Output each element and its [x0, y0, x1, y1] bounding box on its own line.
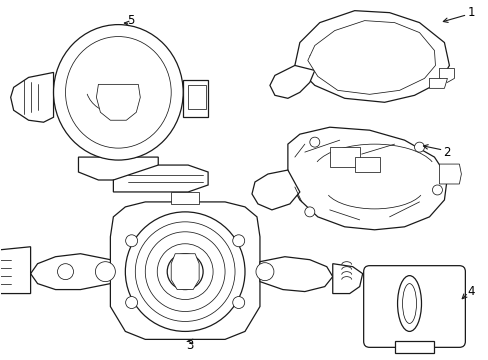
Polygon shape [287, 127, 447, 230]
FancyBboxPatch shape [363, 266, 465, 347]
Text: 5: 5 [126, 14, 134, 27]
Polygon shape [428, 78, 447, 88]
Polygon shape [110, 202, 260, 339]
Polygon shape [439, 164, 461, 184]
Ellipse shape [125, 212, 244, 332]
Ellipse shape [397, 276, 421, 332]
Polygon shape [188, 85, 205, 109]
Ellipse shape [53, 24, 183, 160]
Polygon shape [113, 165, 208, 192]
Ellipse shape [58, 264, 73, 280]
Ellipse shape [232, 235, 244, 247]
Ellipse shape [402, 284, 416, 323]
Polygon shape [332, 264, 362, 293]
Polygon shape [307, 21, 435, 94]
Ellipse shape [157, 244, 213, 300]
Ellipse shape [304, 207, 314, 217]
Polygon shape [251, 170, 299, 210]
Polygon shape [394, 341, 433, 353]
Polygon shape [260, 257, 332, 292]
Ellipse shape [125, 235, 137, 247]
Ellipse shape [65, 37, 171, 148]
Text: 3: 3 [186, 339, 193, 352]
Bar [354, 157, 379, 172]
Polygon shape [78, 157, 158, 180]
Text: 2: 2 [442, 145, 449, 159]
Text: 4: 4 [467, 285, 474, 298]
Ellipse shape [232, 297, 244, 309]
Ellipse shape [135, 222, 235, 321]
Ellipse shape [145, 232, 224, 311]
Polygon shape [171, 254, 199, 289]
Polygon shape [96, 84, 140, 120]
Ellipse shape [167, 254, 203, 289]
Polygon shape [294, 11, 448, 102]
Bar [329, 147, 359, 167]
Text: 1: 1 [467, 6, 474, 19]
Ellipse shape [431, 185, 442, 195]
Polygon shape [11, 72, 53, 122]
Ellipse shape [95, 262, 115, 282]
Bar [171, 192, 199, 204]
Polygon shape [31, 254, 110, 289]
Polygon shape [269, 66, 314, 98]
Ellipse shape [414, 142, 424, 152]
Polygon shape [0, 247, 31, 293]
Ellipse shape [255, 263, 273, 280]
Polygon shape [439, 68, 453, 82]
Ellipse shape [309, 137, 319, 147]
Polygon shape [183, 80, 208, 117]
Ellipse shape [125, 297, 137, 309]
